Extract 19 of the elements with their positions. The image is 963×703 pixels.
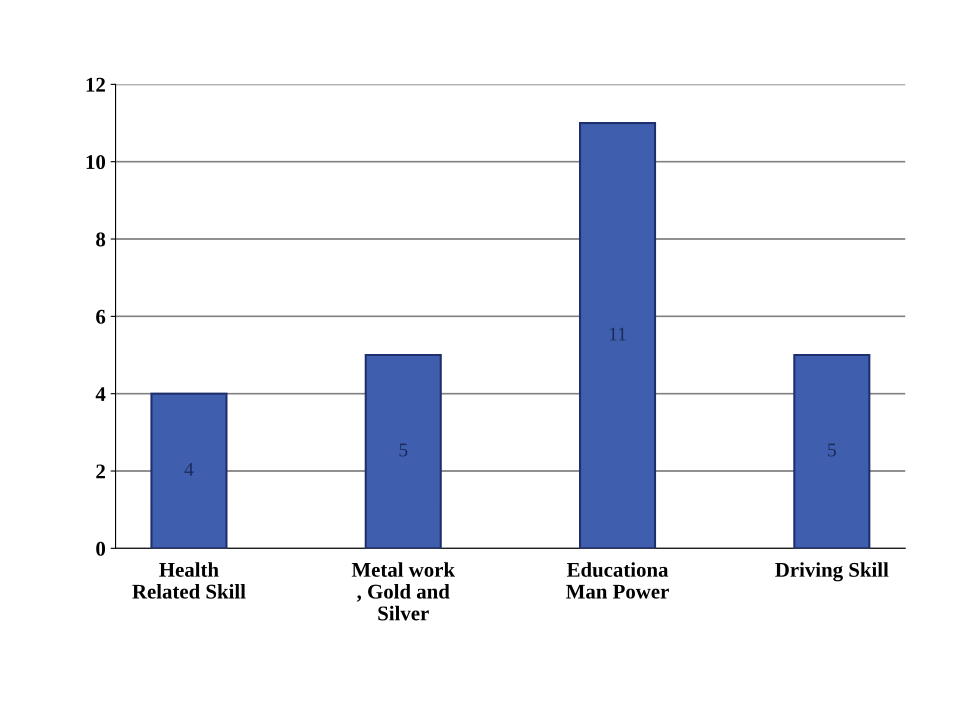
bar — [578, 122, 656, 548]
data-label: 5 — [400, 444, 408, 457]
data-label: 11 — [610, 328, 626, 340]
y-tick-label: 6 — [96, 310, 106, 324]
bar — [793, 354, 870, 548]
y-tick-label: 8 — [96, 232, 106, 246]
x-tick-label: Metal work , Gold and Silver — [352, 562, 455, 620]
data-label: 4 — [184, 462, 194, 476]
y-tick-label: 4 — [96, 387, 106, 401]
data-label: 5 — [828, 444, 836, 457]
x-tick-label: Driving Skill — [775, 562, 888, 582]
x-tick-label: Health Related Skill — [132, 562, 246, 599]
y-tick-label: 2 — [96, 464, 105, 478]
y-tick-label: 10 — [86, 155, 106, 170]
y-tick-label: 0 — [96, 542, 106, 556]
x-tick-label: Educationa Man Power — [566, 562, 669, 599]
y-tick-label: 12 — [86, 78, 105, 92]
bar — [150, 392, 228, 548]
bar — [364, 354, 442, 548]
